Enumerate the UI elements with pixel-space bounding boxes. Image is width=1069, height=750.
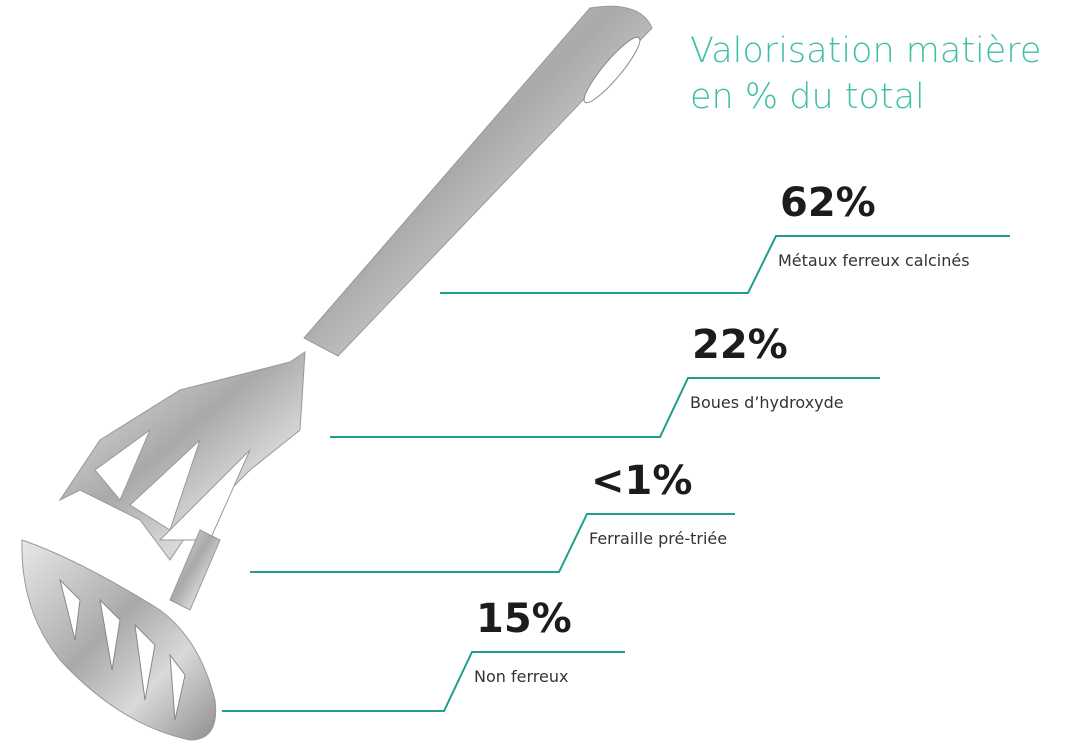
label: Ferraille pré-triée — [589, 529, 727, 548]
value: <1% — [591, 458, 692, 504]
title-line: en % du total — [690, 77, 925, 117]
title-line: Valorisation matière — [690, 31, 1041, 71]
value: 15% — [476, 596, 572, 642]
infographic: Valorisation matière en % du total 62% Mé… — [0, 0, 1069, 750]
value: 62% — [780, 180, 876, 226]
label: Non ferreux — [474, 667, 568, 686]
value: 22% — [692, 322, 788, 368]
label: Boues d’hydroxyde — [690, 393, 844, 412]
label: Métaux ferreux calcinés — [778, 251, 970, 270]
items: 62% Métaux ferreux calcinés 22% Boues d’hyd… — [222, 180, 1010, 711]
